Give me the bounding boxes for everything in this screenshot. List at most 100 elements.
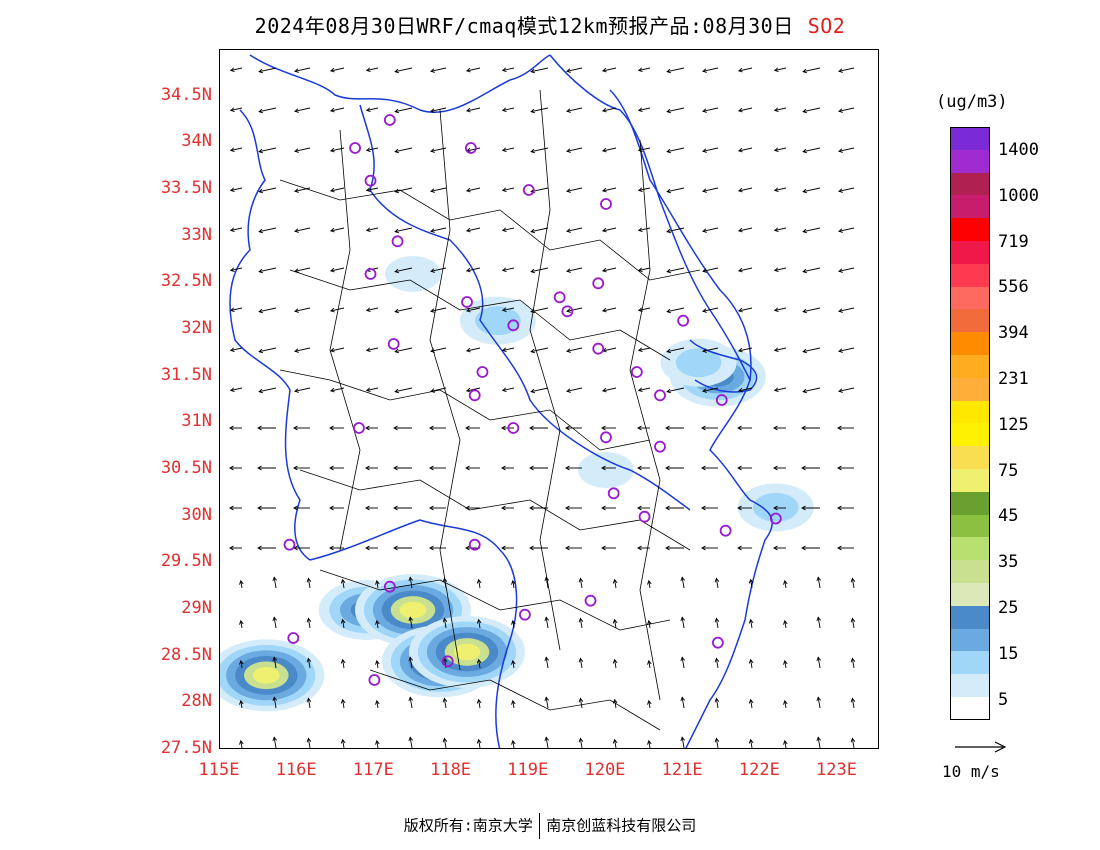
wind-arrow xyxy=(602,387,617,392)
wind-arrowhead xyxy=(239,579,244,585)
wind-arrow xyxy=(466,107,481,112)
wind-arrowhead xyxy=(612,658,618,664)
wind-arrow xyxy=(530,147,549,153)
colorbar-swatch xyxy=(950,309,990,333)
wind-arrowhead xyxy=(329,107,335,113)
wind-arrow xyxy=(230,187,243,191)
wind-arrowhead xyxy=(375,699,380,705)
wind-arrow xyxy=(478,699,481,709)
wind-arrowhead xyxy=(637,187,643,193)
wind-arrow xyxy=(330,147,345,152)
lon-tick-label: 121E xyxy=(661,760,703,780)
wind-arrowhead xyxy=(714,577,720,583)
colorbar-swatch xyxy=(950,149,990,173)
wind-arrowhead xyxy=(306,697,312,703)
wind-arrowhead xyxy=(737,227,743,233)
wind-arrowhead xyxy=(665,425,670,431)
wind-arrowhead xyxy=(601,227,607,233)
wind-arrowhead xyxy=(566,148,571,153)
company-text: 南京创蓝科技有限公司 xyxy=(546,816,697,835)
station-marker xyxy=(654,440,666,453)
wind-arrow xyxy=(394,307,413,313)
wind-arrowhead xyxy=(565,505,570,511)
wind-arrow xyxy=(240,580,243,589)
wind-arrow xyxy=(530,347,549,353)
wind-arrow xyxy=(602,227,617,232)
wind-arrow xyxy=(784,620,787,629)
wind-arrowhead xyxy=(783,619,788,625)
wind-arrow xyxy=(478,619,481,629)
wind-arrow xyxy=(502,387,515,391)
wind-arrow xyxy=(409,577,413,589)
wind-arrow xyxy=(566,67,583,72)
wind-arrow xyxy=(294,387,311,392)
wind-arrowhead xyxy=(647,659,652,665)
wind-arrowhead xyxy=(566,308,571,313)
wind-arrow xyxy=(230,147,243,151)
wind-arrowhead xyxy=(501,267,507,273)
station-marker xyxy=(600,431,612,444)
wind-arrowhead xyxy=(476,578,482,584)
wind-arrowhead xyxy=(529,425,534,431)
wind-arrow xyxy=(851,658,855,669)
wind-arrowhead xyxy=(544,616,550,622)
wind-arrowhead xyxy=(394,148,400,154)
wind-arrow xyxy=(784,700,787,709)
wind-arrowhead xyxy=(408,656,414,662)
province-boundary xyxy=(309,519,518,748)
wind-arrowhead xyxy=(601,505,606,511)
wind-arrowhead xyxy=(465,107,471,113)
wind-arrowhead xyxy=(714,697,720,703)
wind-arrowhead xyxy=(430,308,435,313)
station-marker xyxy=(368,674,381,686)
wind-arrow xyxy=(784,580,787,589)
wind-arrowhead xyxy=(501,147,507,153)
wind-arrowhead xyxy=(783,659,788,665)
wind-arrowhead xyxy=(476,738,482,744)
wind-arrowhead xyxy=(340,738,346,744)
wind-arrow xyxy=(681,657,685,669)
wind-arrow xyxy=(666,267,685,273)
wind-arrowhead xyxy=(465,387,471,393)
lon-tick-label: 122E xyxy=(738,760,780,780)
wind-arrowhead xyxy=(773,147,779,153)
wind-arrow xyxy=(579,658,583,669)
wind-arrowhead xyxy=(838,308,843,313)
wind-arrowhead xyxy=(465,505,470,511)
wind-arrowhead xyxy=(430,388,435,393)
wind-arrowhead xyxy=(802,348,808,354)
wind-arrow xyxy=(545,617,549,629)
colorbar-swatch xyxy=(950,446,990,469)
wind-arrow xyxy=(409,617,413,629)
wind-arrow xyxy=(802,267,821,273)
wind-arrow xyxy=(294,67,311,72)
wind-arrowhead xyxy=(530,68,536,74)
wind-arrow xyxy=(648,740,651,748)
wind-arrowhead xyxy=(258,68,264,74)
wind-arrow xyxy=(294,307,311,312)
wind-arrowhead xyxy=(465,67,471,73)
wind-arrowhead xyxy=(737,347,743,353)
wind-arrowhead xyxy=(737,147,743,153)
wind-arrow xyxy=(602,307,617,312)
wind-arrow xyxy=(666,307,685,313)
wind-arrowhead xyxy=(257,425,262,431)
wind-arrowhead xyxy=(783,699,788,705)
wind-arrow xyxy=(715,578,719,589)
wind-arrow xyxy=(579,698,583,709)
wind-arrow xyxy=(838,187,855,192)
wind-arrowhead xyxy=(601,425,606,431)
wind-arrowhead xyxy=(258,308,264,314)
wind-arrowhead xyxy=(801,545,806,551)
wind-arrow xyxy=(838,227,855,232)
wind-arrow xyxy=(307,658,311,669)
station-marker xyxy=(769,512,782,525)
wind-arrowhead xyxy=(802,228,808,234)
wind-arrow xyxy=(230,107,243,111)
wind-arrowhead xyxy=(272,616,278,622)
wind-arrow xyxy=(838,267,855,272)
wind-arrowhead xyxy=(748,578,754,584)
wind-arrowhead xyxy=(566,108,571,113)
wind-arrow xyxy=(502,107,515,111)
copyright-text: 版权所有:南京大学 xyxy=(403,816,533,835)
